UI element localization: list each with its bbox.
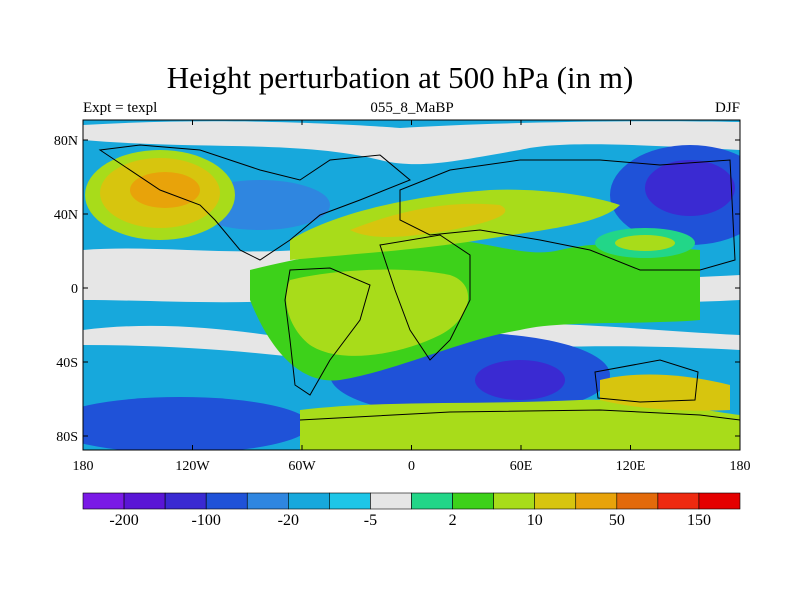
period-label: 055_8_MaBP [370, 100, 454, 116]
low-core-east-asia [645, 160, 735, 216]
high-europe [350, 203, 506, 237]
experiment-label: Expt = texpl [83, 100, 158, 116]
contour-field [83, 120, 740, 450]
high-west-pacific-core [615, 235, 675, 251]
high-africa [286, 269, 469, 356]
low-core-south-atlantic [475, 360, 565, 400]
lat-tick-label: 40N [54, 208, 78, 223]
lon-tick-label: 0 [408, 459, 415, 474]
lat-tick-label: 0 [71, 282, 78, 297]
colorbar-swatch [411, 492, 453, 510]
colorbar-swatch [288, 492, 330, 510]
coast-antarctica [299, 409, 740, 421]
colorbar-swatch [493, 492, 535, 510]
lat-tick-label: 80N [54, 134, 78, 149]
lat-tick-label: 40S [56, 356, 78, 371]
lon-tick-label: 120E [616, 459, 646, 474]
coast-south-america [284, 267, 371, 396]
colorbar-swatch [698, 492, 741, 510]
colorbar-label: -100 [192, 512, 221, 529]
colorbar-swatch [534, 492, 577, 510]
colorbar-swatch [616, 492, 659, 510]
colorbar-swatch [575, 492, 618, 510]
lon-tick-label: 60E [510, 459, 533, 474]
colorbar-label: 10 [527, 512, 543, 529]
colorbar-label: -5 [364, 512, 377, 529]
lon-tick-label: 180 [73, 459, 94, 474]
colorbar-swatch [329, 492, 371, 510]
colorbar: -200 -100 -20 -5 2 10 50 150 [82, 492, 741, 529]
low-south-pacific [83, 397, 310, 450]
lat-tick-label: 80S [56, 430, 78, 445]
colorbar-swatch [370, 492, 412, 510]
colorbar-label: 2 [449, 512, 457, 529]
colorbar-label: 150 [687, 512, 711, 529]
coast-north-america [98, 144, 411, 261]
colorbar-swatch [246, 492, 289, 510]
season-label: DJF [714, 100, 740, 116]
high-north-pacific-core [130, 172, 200, 208]
colorbar-label: 50 [609, 512, 625, 529]
colorbar-label: -200 [109, 512, 138, 529]
colorbar-swatch [123, 492, 166, 510]
colorbar-swatch [657, 492, 700, 510]
lon-tick-label: 120W [175, 459, 210, 474]
coast-africa [379, 234, 471, 361]
lon-tick-label: 180 [730, 459, 751, 474]
lon-tick-label: 60W [288, 459, 316, 474]
high-southern-ocean [300, 399, 740, 450]
coast-eurasia [399, 159, 736, 271]
colorbar-swatch [205, 492, 248, 510]
plot-title: Height perturbation at 500 hPa (in m) [166, 60, 634, 95]
colorbar-label: -20 [278, 512, 299, 529]
map-axes: 180 120W 60W 0 60E 120E 180 80N 40N 0 40S 80S [54, 120, 751, 474]
coastlines [98, 144, 740, 421]
colorbar-swatch [452, 492, 494, 510]
colorbar-swatch [164, 492, 207, 510]
coast-australia [594, 359, 699, 403]
grey-band-north [83, 121, 740, 165]
colorbar-swatch [82, 492, 125, 510]
